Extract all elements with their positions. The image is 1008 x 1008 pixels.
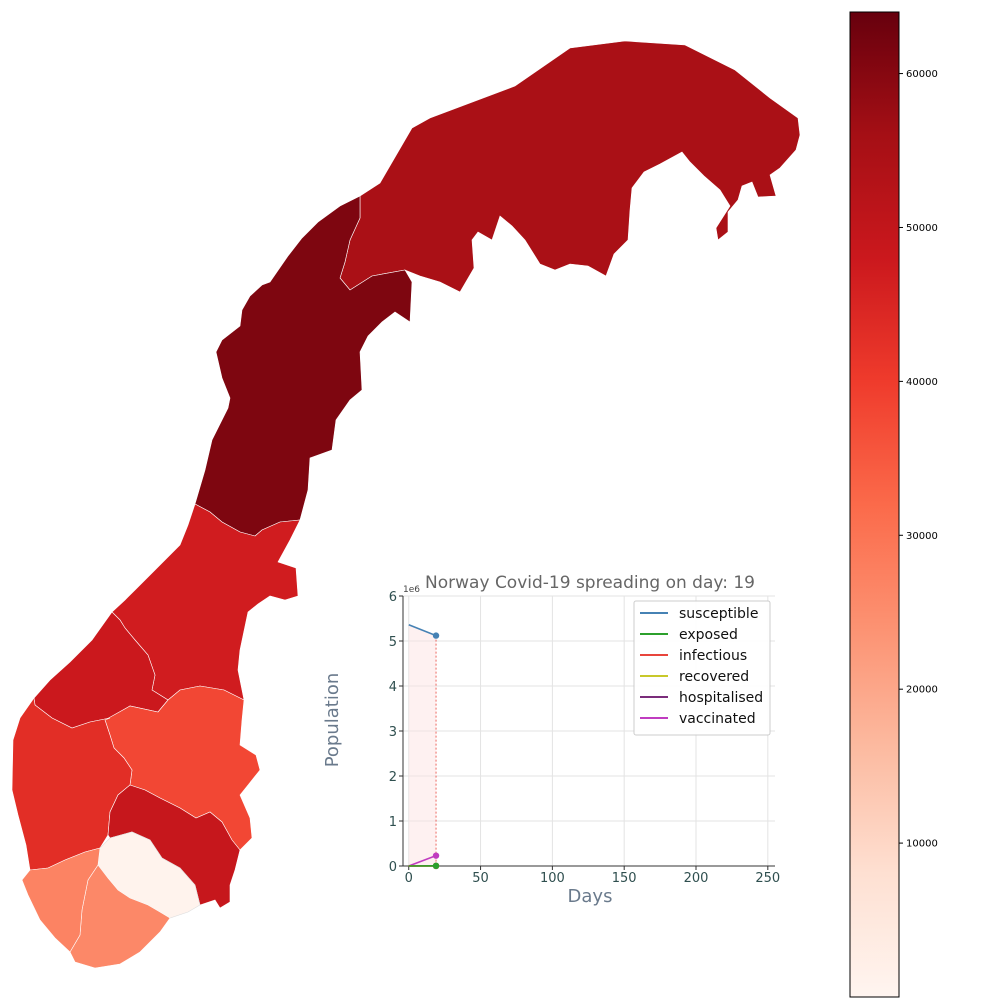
legend-label: recovered xyxy=(679,669,749,685)
x-tick-label: 50 xyxy=(472,871,489,886)
x-tick-label: 200 xyxy=(684,871,709,886)
series-point-exposed xyxy=(432,862,440,870)
region-troms-finnmark xyxy=(339,40,801,293)
region-trondelag xyxy=(111,503,301,701)
series-point-susceptible xyxy=(432,632,440,639)
x-tick-label: 250 xyxy=(755,871,780,886)
x-tick-label: 100 xyxy=(540,871,565,886)
legend-label: exposed xyxy=(679,627,738,643)
norway-map xyxy=(11,40,801,969)
colorbar-tick-label: 10000 xyxy=(906,839,938,850)
colorbar-tick-label: 60000 xyxy=(906,69,938,80)
spread-line-chart: Norway Covid-19 spreading on day: 19 0 50… xyxy=(322,573,780,907)
colorbar: 10000 20000 30000 40000 50000 60000 xyxy=(849,11,938,998)
legend-label: hospitalised xyxy=(679,690,763,706)
y-tick-label: 6 xyxy=(389,590,397,605)
colorbar-tick-label: 20000 xyxy=(906,685,938,696)
series-line-vaccinated xyxy=(408,854,437,867)
legend-label: susceptible xyxy=(679,606,758,622)
x-axis-label: Days xyxy=(568,886,613,907)
series-point-vaccinated xyxy=(432,852,440,859)
elapsed-days-band xyxy=(408,624,437,866)
y-tick-label: 1 xyxy=(389,815,397,830)
y-tick-label: 4 xyxy=(389,680,397,695)
chart-title: Norway Covid-19 spreading on day: 19 xyxy=(425,573,755,593)
x-tick-label: 150 xyxy=(612,871,637,886)
y-tick-label: 0 xyxy=(389,860,397,875)
series-line-susceptible xyxy=(408,624,437,637)
colorbar-tick-label: 50000 xyxy=(906,223,938,234)
colorbar-gradient xyxy=(849,11,900,998)
x-tick-label: 0 xyxy=(405,871,413,886)
legend: susceptible exposed infectious recovered hos… xyxy=(633,600,771,736)
legend-label: infectious xyxy=(679,648,747,664)
y-tick-label: 2 xyxy=(389,770,397,785)
y-offset-label: 1e6 xyxy=(403,585,420,595)
colorbar-tick-label: 30000 xyxy=(906,531,938,542)
legend-label: vaccinated xyxy=(679,711,756,727)
y-tick-label: 5 xyxy=(389,635,397,650)
y-tick-label: 3 xyxy=(389,725,397,740)
colorbar-tick-label: 40000 xyxy=(906,377,938,388)
y-axis-label: Population xyxy=(322,673,343,768)
region-agder xyxy=(21,847,101,953)
